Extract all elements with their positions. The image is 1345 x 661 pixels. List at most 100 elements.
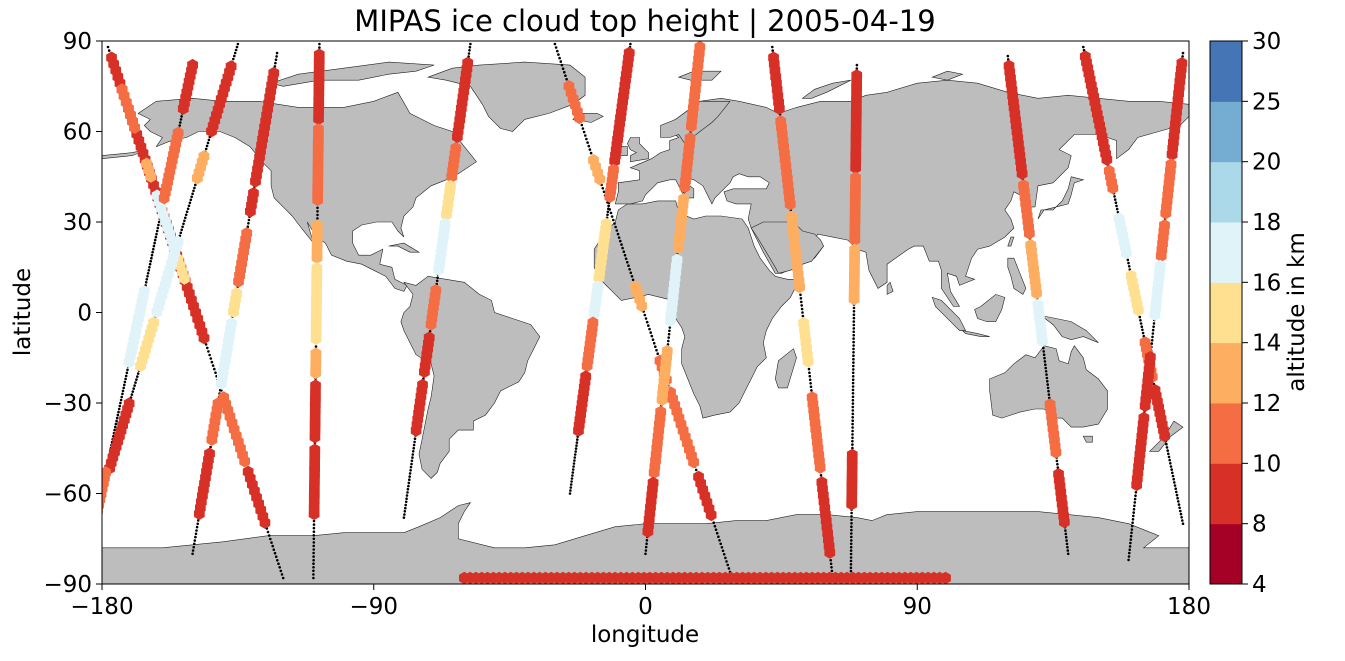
track-dot [852, 364, 855, 368]
track-dot [232, 57, 235, 61]
cloud-point [308, 507, 320, 521]
track-dot [726, 563, 729, 567]
track-dot [849, 569, 853, 573]
track-dot [213, 367, 216, 371]
cloud-point [1121, 246, 1132, 260]
track-dot [152, 247, 155, 251]
track-dot [1139, 322, 1143, 325]
track-dot [715, 531, 719, 535]
track-dot [855, 63, 859, 67]
y-axis-label: latitude [10, 268, 36, 356]
track-dot [95, 516, 98, 519]
track-dot [607, 207, 610, 211]
track-dot [207, 350, 210, 353]
track-dot [571, 468, 575, 471]
track-dot [150, 256, 153, 260]
cloud-point [206, 125, 217, 138]
track-dot [1047, 393, 1051, 396]
track-dot [771, 45, 774, 49]
track-dot [851, 439, 854, 443]
track-dot [402, 516, 406, 519]
track-dot [581, 127, 585, 130]
cloud-point [794, 280, 805, 294]
track-dot [643, 313, 647, 317]
track-dot [850, 535, 853, 539]
track-dot [206, 346, 209, 350]
track-dot [852, 310, 856, 313]
track-dot [852, 351, 855, 354]
cloud-point [848, 292, 860, 306]
track-dot [435, 279, 439, 283]
track-dot [850, 511, 853, 515]
track-dot [613, 222, 616, 225]
track-dot [851, 398, 855, 402]
track-dot [467, 52, 471, 55]
chart-title: MIPAS ice cloud top height | 2005-04-19 [354, 4, 935, 38]
colorbar-segment [1210, 282, 1242, 344]
cloud-point [679, 180, 691, 194]
track-dot [410, 462, 413, 466]
colorbar: 4 8 10 12 14 16 18 20 25 30 [1209, 29, 1281, 598]
track-dot [1132, 514, 1135, 518]
track-dot [586, 141, 589, 144]
cloud-point [673, 241, 684, 254]
cloud-point [824, 546, 836, 559]
track-dot [667, 339, 670, 343]
track-dot [1114, 201, 1118, 204]
land-canadian-islands [270, 61, 435, 87]
track-dot [191, 192, 194, 196]
x-tick-label: 90 [903, 594, 932, 620]
track-dot [575, 441, 579, 444]
track-dot [214, 371, 217, 375]
track-dot [1044, 363, 1047, 367]
track-dot [626, 260, 629, 264]
track-dot [573, 453, 577, 456]
track-dot [188, 201, 192, 205]
track-dot [849, 566, 853, 569]
track-dot [619, 239, 622, 243]
track-dot [1055, 459, 1059, 463]
track-dot [585, 137, 588, 141]
cloud-point [1101, 153, 1113, 166]
track-dot [667, 336, 670, 339]
track-dot [404, 506, 407, 510]
track-dot [849, 549, 853, 552]
track-dot [606, 210, 610, 214]
track-dot [145, 278, 149, 281]
track-dot [1150, 342, 1154, 345]
track-dot [106, 45, 110, 49]
track-dot [852, 313, 856, 317]
track-dot [205, 144, 209, 148]
y-tick-label: 90 [63, 29, 92, 55]
cloud-point [1133, 303, 1144, 317]
track-dot [155, 232, 158, 236]
track-dot [630, 275, 634, 278]
track-dot [850, 539, 853, 542]
track-dot [1042, 350, 1045, 353]
track-dot [407, 484, 410, 488]
track-dot [180, 228, 183, 232]
cloud-point [1160, 207, 1172, 220]
cloud-point [151, 305, 163, 319]
track-dot [589, 151, 593, 155]
track-dot [1141, 331, 1145, 335]
track-dot [179, 121, 182, 124]
cloud-point [309, 430, 321, 444]
track-dot [851, 409, 855, 412]
track-dot [1126, 258, 1130, 262]
cloud-point [802, 355, 814, 368]
track-dot [1065, 539, 1068, 542]
track-dot [645, 542, 648, 545]
track-dot [117, 410, 120, 414]
cloud-point [573, 424, 584, 437]
track-dot [644, 545, 648, 549]
track-dot [800, 304, 803, 307]
track-dot [850, 522, 853, 525]
track-dot [1166, 449, 1169, 452]
cloud-point [574, 111, 585, 125]
track-dot [851, 422, 854, 426]
track-dot [571, 474, 574, 477]
track-dot [312, 573, 315, 576]
track-dot [573, 459, 576, 462]
